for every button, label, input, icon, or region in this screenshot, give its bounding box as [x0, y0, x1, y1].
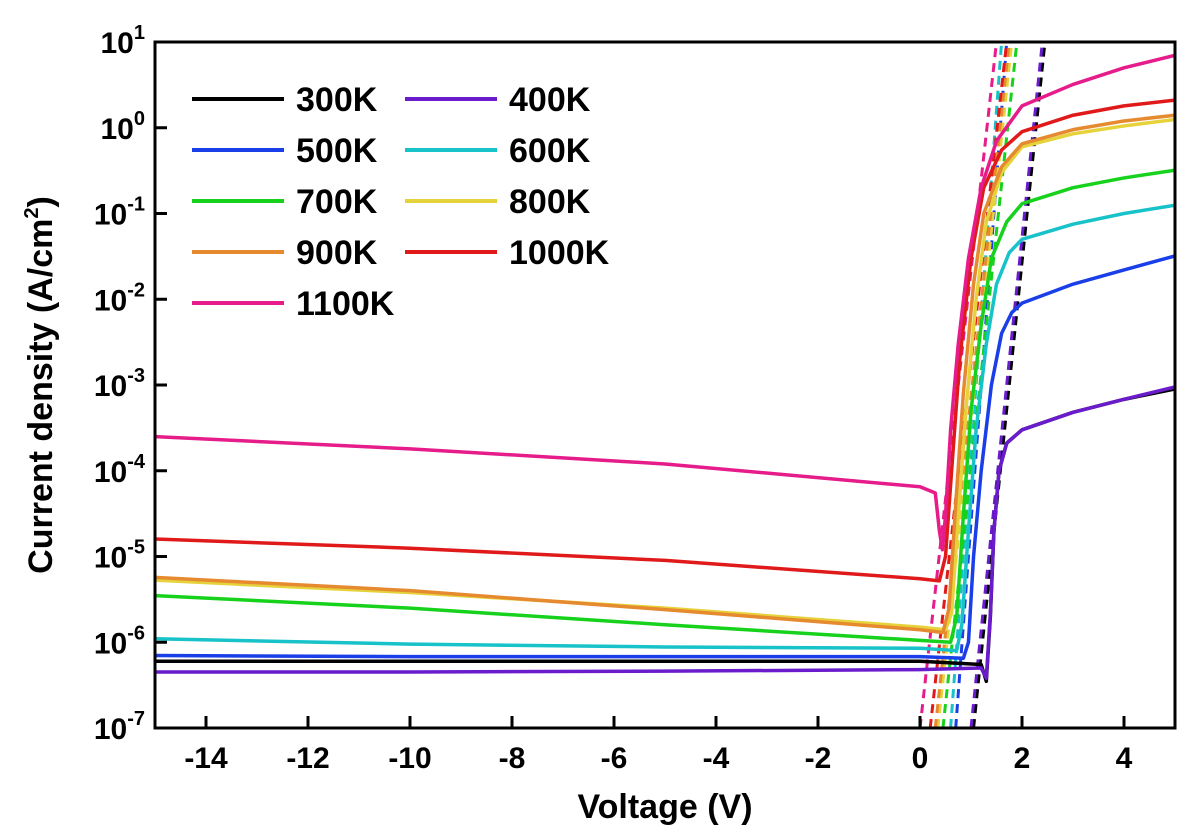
legend-entry-500K: 500K	[192, 132, 378, 170]
x-tick-label: -8	[499, 742, 526, 775]
x-tick-label: -10	[388, 742, 431, 775]
data-series	[155, 53, 1175, 684]
legend: 300K 400K 500K 600K 700K 800K 900K 1000K 1100K	[192, 81, 610, 323]
series-line-700K	[155, 168, 1175, 644]
legend-entry-400K: 400K	[405, 81, 591, 119]
legend-entry-1000K: 1000K	[405, 234, 610, 272]
x-tick-label: -12	[286, 742, 329, 775]
y-axis-title-close: )	[22, 196, 60, 207]
legend-label: 1100K	[296, 285, 395, 323]
y-tick-label: 10-6	[94, 622, 145, 660]
legend-label: 300K	[296, 81, 378, 119]
x-axis-title: Voltage (V)	[577, 788, 752, 826]
fit-line-4	[941, 42, 1019, 728]
legend-entry-300K: 300K	[192, 81, 378, 119]
series-line-1000K	[155, 98, 1175, 583]
legend-label: 800K	[509, 183, 591, 221]
legend-label: 600K	[509, 132, 591, 170]
x-tick-label: 4	[1116, 742, 1133, 775]
y-tick-label: 10-4	[94, 451, 146, 489]
legend-label: 700K	[296, 183, 378, 221]
y-tick-label: 10-5	[94, 537, 145, 575]
legend-entry-900K: 900K	[192, 234, 378, 272]
legend-label: 400K	[509, 81, 591, 119]
x-tick-label: -6	[601, 742, 628, 775]
series-line-500K	[155, 254, 1175, 661]
legend-entry-600K: 600K	[405, 132, 591, 170]
y-tick-label: 100	[101, 108, 146, 146]
series-line-1100K	[155, 53, 1175, 552]
x-tick-label: 0	[912, 742, 929, 775]
series-line-300K	[155, 387, 1175, 684]
legend-entry-800K: 800K	[405, 183, 591, 221]
y-tick-label: 101	[101, 22, 146, 60]
legend-entry-700K: 700K	[192, 183, 378, 221]
series-line-900K	[155, 113, 1175, 635]
y-axis-title: Current density (A/cm2)	[21, 196, 60, 574]
series-line-400K	[155, 385, 1175, 681]
x-tick-label: -4	[703, 742, 730, 775]
y-axis-title-main: Current density (A/cm	[22, 219, 60, 574]
x-tick-label: -2	[805, 742, 832, 775]
y-tick-label: 10-3	[94, 365, 145, 403]
legend-label: 1000K	[509, 234, 610, 272]
x-tick-label: -14	[184, 742, 228, 775]
y-axis-title-sup: 2	[21, 208, 43, 219]
y-tick-label: 10-2	[94, 279, 145, 317]
legend-label: 900K	[296, 234, 378, 272]
legend-label: 500K	[296, 132, 378, 170]
y-tick-label: 10-7	[94, 708, 145, 746]
series-line-800K	[155, 117, 1175, 632]
fit-line-1	[969, 42, 1044, 728]
series-line-600K	[155, 203, 1175, 653]
fit-line-0	[972, 42, 1047, 728]
y-tick-label: 10-1	[94, 194, 145, 232]
legend-entry-1100K: 1100K	[192, 285, 395, 323]
x-tick-label: 2	[1014, 742, 1031, 775]
axes: -14 -12 -10 -8 -6 -4 -2 0 2 4 10-7 10-6 10-5 10-4 10-3…	[94, 22, 1177, 775]
